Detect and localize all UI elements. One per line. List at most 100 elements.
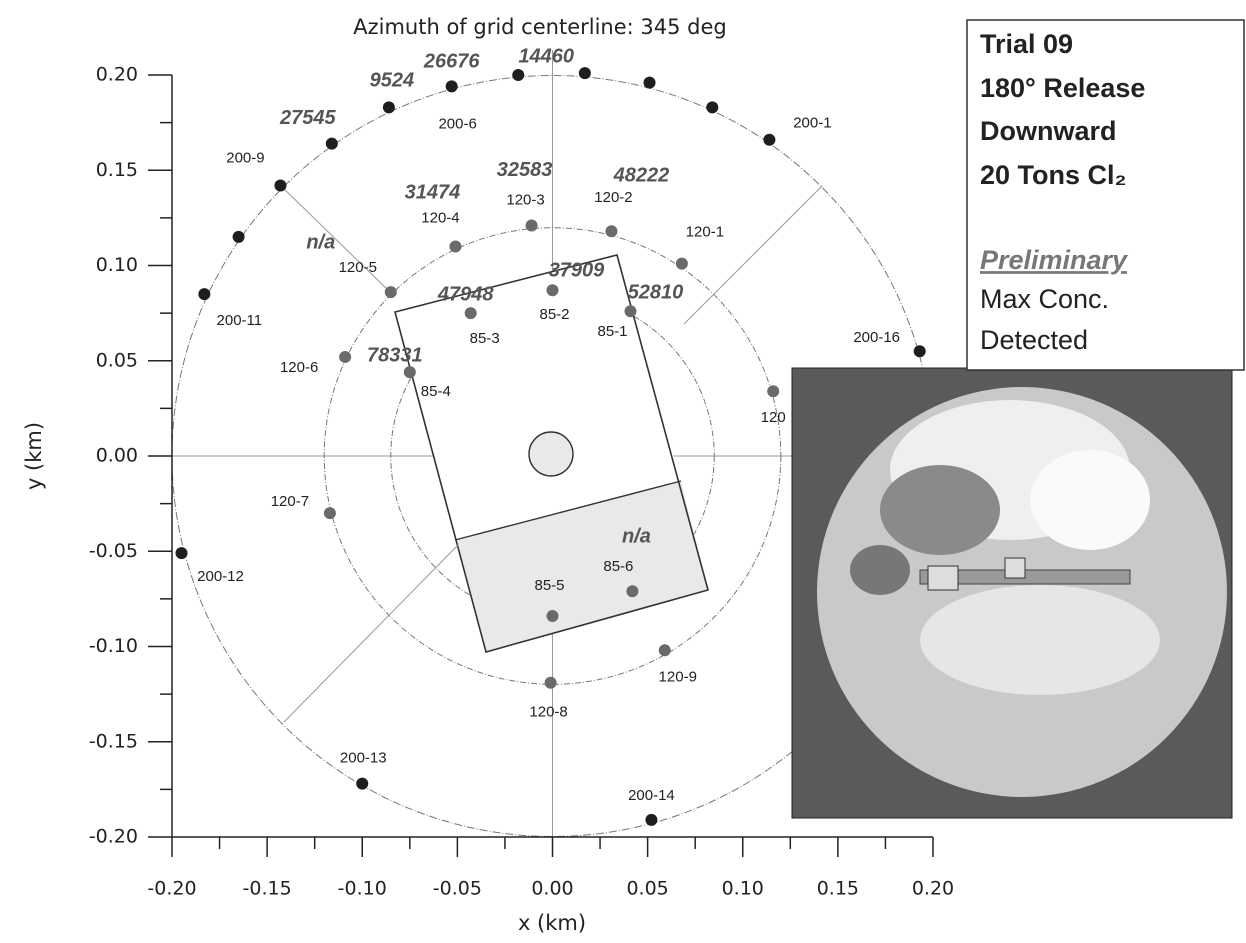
photo-structure bbox=[1005, 558, 1025, 578]
sensor bbox=[385, 286, 397, 298]
sensor bbox=[449, 240, 461, 252]
cloud bbox=[850, 545, 910, 595]
y-tick-label: 0.20 bbox=[96, 64, 138, 86]
max-conc-label: 47948 bbox=[437, 283, 494, 305]
radial-line bbox=[284, 545, 458, 722]
sensor-id: 200-13 bbox=[340, 750, 387, 767]
sensor-id: 120-5 bbox=[339, 259, 377, 276]
sensor bbox=[198, 288, 210, 300]
sensor bbox=[626, 585, 638, 597]
y-axis-label: y (km) bbox=[22, 422, 46, 490]
x-tick-label: 0.20 bbox=[912, 878, 954, 900]
y-tick-label: -0.10 bbox=[89, 635, 138, 657]
x-tick-label: -0.15 bbox=[243, 878, 292, 900]
sensor bbox=[526, 219, 538, 231]
max-conc-label: n/a bbox=[306, 231, 335, 253]
x-tick-label: 0.10 bbox=[722, 878, 764, 900]
x-tick-label: -0.20 bbox=[147, 878, 196, 900]
sensor bbox=[914, 345, 926, 357]
x-tick-label: 0.05 bbox=[626, 878, 668, 900]
status: Preliminary bbox=[980, 245, 1129, 275]
sensor-id: 120-1 bbox=[686, 224, 724, 241]
x-tick-label: -0.05 bbox=[433, 878, 482, 900]
sensor bbox=[326, 138, 338, 150]
sensor-id: 200-16 bbox=[853, 329, 900, 346]
sensor-id: 200-12 bbox=[197, 568, 244, 585]
sensor bbox=[547, 284, 559, 296]
sensor bbox=[547, 610, 559, 622]
sensor bbox=[274, 179, 286, 191]
chart: Azimuth of grid centerline: 345 deg x (k… bbox=[0, 0, 1246, 943]
photo-structure bbox=[928, 566, 958, 590]
y-tick-label: 0.10 bbox=[96, 254, 138, 276]
cloud bbox=[1030, 450, 1150, 550]
sensor bbox=[176, 547, 188, 559]
sensor bbox=[233, 231, 245, 243]
sensor-id: 200-9 bbox=[226, 149, 264, 166]
sensor-id: 120-8 bbox=[529, 704, 567, 721]
sensor bbox=[339, 351, 351, 363]
x-tick-label: -0.10 bbox=[338, 878, 387, 900]
y-tick-label: 0.15 bbox=[96, 159, 138, 181]
x-axis-label: x (km) bbox=[518, 911, 586, 935]
sensor bbox=[706, 101, 718, 113]
sensor-id: 85-6 bbox=[603, 558, 633, 575]
max-conc-label: 32583 bbox=[497, 159, 553, 181]
max-conc-label: 31474 bbox=[405, 182, 461, 204]
max-conc-label: 37909 bbox=[549, 260, 605, 282]
sensor bbox=[324, 507, 336, 519]
sensor-id: 200-6 bbox=[438, 115, 476, 132]
sensor-id: 120-6 bbox=[280, 359, 318, 376]
sensor bbox=[356, 778, 368, 790]
y-tick-label: -0.20 bbox=[89, 826, 138, 848]
sensor bbox=[763, 134, 775, 146]
release-point bbox=[529, 432, 573, 476]
sensor bbox=[446, 80, 458, 92]
sensor bbox=[605, 225, 617, 237]
sensor bbox=[644, 77, 656, 89]
sensor bbox=[767, 385, 779, 397]
sensor-id: 85-5 bbox=[534, 577, 564, 594]
x-tick-label: 0.15 bbox=[817, 878, 859, 900]
sensor-id: 200-14 bbox=[628, 787, 675, 804]
max-conc-label: 27545 bbox=[279, 107, 336, 129]
sensor-id: 120-2 bbox=[594, 189, 632, 206]
sensor bbox=[676, 258, 688, 270]
max-conc-label: n/a bbox=[622, 526, 651, 548]
sensor bbox=[625, 305, 637, 317]
photo bbox=[792, 368, 1232, 818]
cloud bbox=[880, 465, 1000, 555]
sensor-id: 200-1 bbox=[793, 115, 831, 132]
y-tick-label: 0.05 bbox=[96, 349, 138, 371]
note-line: Detected bbox=[980, 325, 1088, 355]
sensor bbox=[579, 67, 591, 79]
x-tick-label: 0.00 bbox=[531, 878, 573, 900]
chart-title: Azimuth of grid centerline: 345 deg bbox=[353, 15, 726, 39]
sensor bbox=[404, 366, 416, 378]
info-line: Downward bbox=[980, 116, 1117, 146]
max-conc-label: 9524 bbox=[370, 70, 415, 92]
info-line: 20 Tons Cl₂ bbox=[980, 160, 1127, 190]
max-conc-label: 26676 bbox=[423, 51, 480, 73]
sensor bbox=[545, 677, 557, 689]
sensor-id: 120-9 bbox=[659, 668, 697, 685]
max-conc-label: 48222 bbox=[613, 164, 670, 186]
y-tick-label: -0.15 bbox=[89, 730, 138, 752]
cloud bbox=[920, 585, 1160, 695]
sensor-id: 85-3 bbox=[470, 330, 500, 347]
info-line: Trial 09 bbox=[980, 29, 1073, 59]
note-line: Max Conc. bbox=[980, 284, 1109, 314]
max-conc-label: 78331 bbox=[367, 344, 423, 366]
sensor-id: 85-1 bbox=[597, 323, 627, 340]
sensor-id: 120-3 bbox=[506, 191, 544, 208]
sensor bbox=[383, 101, 395, 113]
sensor bbox=[645, 814, 657, 826]
sensor-id: 200-11 bbox=[217, 312, 263, 329]
sensor bbox=[512, 69, 524, 81]
sensor bbox=[659, 644, 671, 656]
sensor-id: 85-2 bbox=[539, 306, 569, 323]
sensor-id: 85-4 bbox=[421, 383, 451, 400]
max-conc-label: 14460 bbox=[518, 45, 574, 67]
info-line: 180° Release bbox=[980, 73, 1145, 103]
max-conc-label: 52810 bbox=[628, 282, 684, 304]
